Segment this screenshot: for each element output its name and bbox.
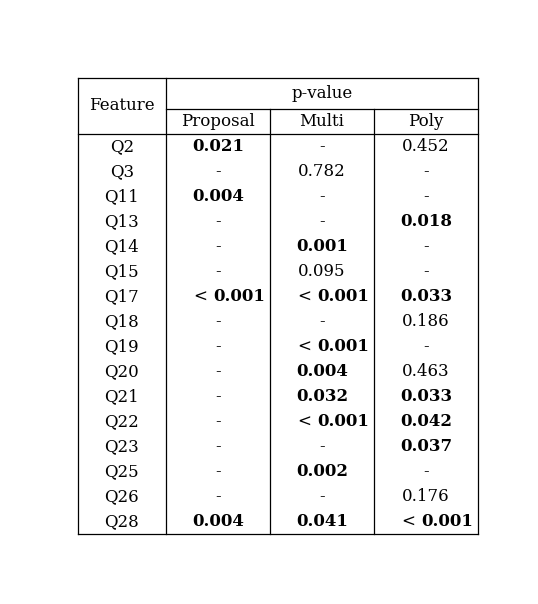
Text: 0.001: 0.001 <box>213 288 265 305</box>
Text: -: - <box>215 238 221 255</box>
Text: 0.001: 0.001 <box>317 288 369 305</box>
Text: 0.004: 0.004 <box>192 188 244 205</box>
Text: 0.002: 0.002 <box>296 463 348 480</box>
Text: 0.463: 0.463 <box>402 363 450 380</box>
Text: Q19: Q19 <box>104 338 139 355</box>
Text: 0.004: 0.004 <box>296 363 348 380</box>
Text: -: - <box>423 162 429 179</box>
Text: <: < <box>298 288 317 305</box>
Text: 0.176: 0.176 <box>402 488 450 505</box>
Text: 0.004: 0.004 <box>192 513 244 530</box>
Text: Q20: Q20 <box>104 363 139 380</box>
Text: <: < <box>298 338 317 355</box>
Text: 0.001: 0.001 <box>296 238 348 255</box>
Text: Q22: Q22 <box>104 413 139 430</box>
Text: -: - <box>215 313 221 330</box>
Text: 0.033: 0.033 <box>400 288 452 305</box>
Text: 0.033: 0.033 <box>400 388 452 405</box>
Text: Proposal: Proposal <box>181 112 254 130</box>
Text: <: < <box>194 288 213 305</box>
Text: 0.001: 0.001 <box>421 513 473 530</box>
Text: 0.042: 0.042 <box>400 413 452 430</box>
Text: Q17: Q17 <box>104 288 139 305</box>
Text: 0.782: 0.782 <box>298 162 346 179</box>
Text: -: - <box>215 488 221 505</box>
Text: -: - <box>319 313 324 330</box>
Text: -: - <box>319 438 324 455</box>
Text: 0.018: 0.018 <box>400 213 452 230</box>
Text: Q2: Q2 <box>110 138 134 155</box>
Text: 0.095: 0.095 <box>298 263 345 280</box>
Text: -: - <box>423 188 429 205</box>
Text: Q14: Q14 <box>104 238 139 255</box>
Text: Q23: Q23 <box>104 438 139 455</box>
Text: -: - <box>423 338 429 355</box>
Text: -: - <box>319 188 324 205</box>
Text: <: < <box>402 513 421 530</box>
Text: 0.037: 0.037 <box>400 438 452 455</box>
Text: Q25: Q25 <box>104 463 139 480</box>
Text: -: - <box>215 263 221 280</box>
Text: -: - <box>215 363 221 380</box>
Text: Q28: Q28 <box>104 513 139 530</box>
Text: -: - <box>319 488 324 505</box>
Text: Q15: Q15 <box>104 263 139 280</box>
Text: -: - <box>215 162 221 179</box>
Text: -: - <box>215 388 221 405</box>
Text: 0.001: 0.001 <box>317 413 369 430</box>
Text: 0.032: 0.032 <box>296 388 348 405</box>
Text: Q26: Q26 <box>104 488 139 505</box>
Text: Q3: Q3 <box>110 162 134 179</box>
Text: Q13: Q13 <box>104 213 139 230</box>
Text: Q11: Q11 <box>104 188 139 205</box>
Text: -: - <box>215 213 221 230</box>
Text: -: - <box>319 213 324 230</box>
Text: 0.186: 0.186 <box>402 313 450 330</box>
Text: 0.001: 0.001 <box>317 338 369 355</box>
Text: -: - <box>423 238 429 255</box>
Text: -: - <box>215 413 221 430</box>
Text: -: - <box>215 463 221 480</box>
Text: Q21: Q21 <box>104 388 139 405</box>
Text: -: - <box>423 463 429 480</box>
Text: -: - <box>215 438 221 455</box>
Text: <: < <box>298 413 317 430</box>
Text: Multi: Multi <box>300 112 344 130</box>
Text: 0.041: 0.041 <box>296 513 348 530</box>
Text: -: - <box>423 263 429 280</box>
Text: -: - <box>215 338 221 355</box>
Text: 0.452: 0.452 <box>402 138 450 155</box>
Text: Poly: Poly <box>408 112 444 130</box>
Text: Feature: Feature <box>89 97 154 114</box>
Text: Q18: Q18 <box>104 313 139 330</box>
Text: -: - <box>319 138 324 155</box>
Text: p-value: p-value <box>291 85 352 102</box>
Text: 0.021: 0.021 <box>192 138 244 155</box>
